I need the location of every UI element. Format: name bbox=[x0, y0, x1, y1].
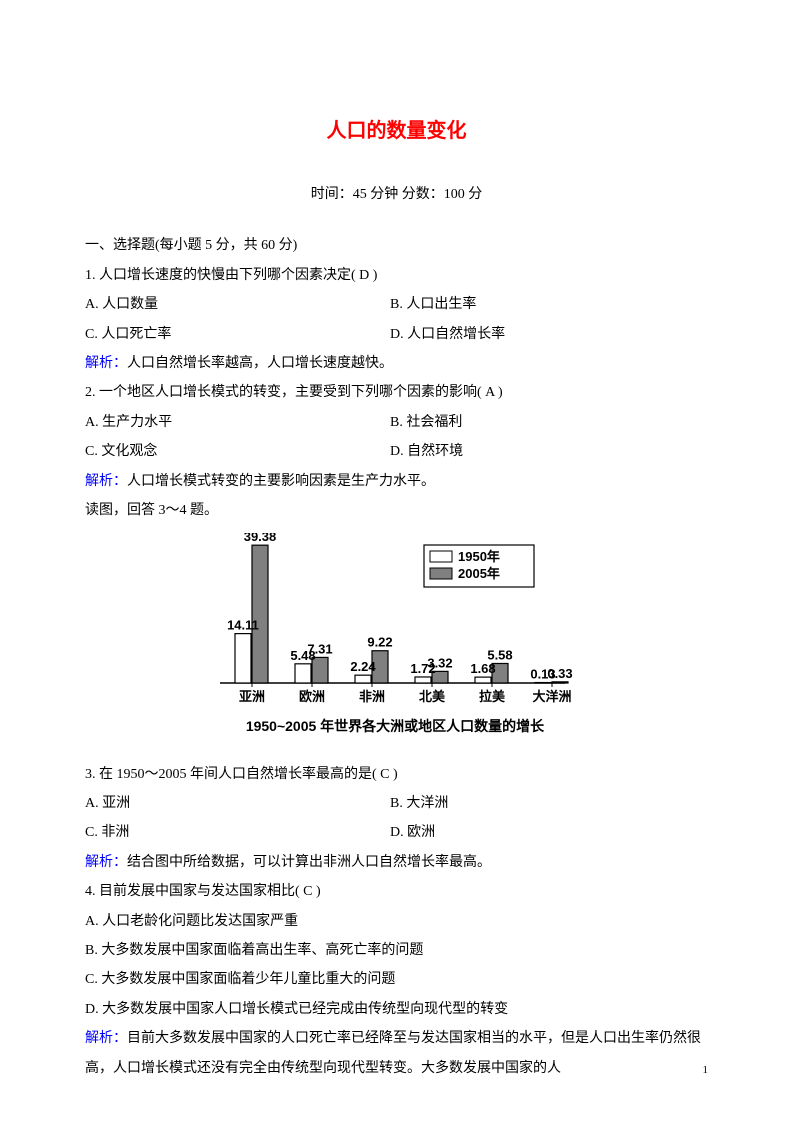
q3-stem: 3. 在 1950～2005 年间人口自然增长率最高的是( C ) bbox=[85, 760, 708, 789]
svg-text:大洋洲: 大洋洲 bbox=[532, 689, 571, 704]
svg-text:0.33: 0.33 bbox=[547, 666, 572, 681]
bar-chart-svg: 14.1139.38亚洲5.487.31欧洲2.249.22非洲1.723.32… bbox=[205, 533, 585, 708]
page-number: 1 bbox=[703, 1059, 709, 1082]
q3-options-row2: C. 非洲 D. 欧洲 bbox=[85, 818, 708, 847]
svg-text:亚洲: 亚洲 bbox=[239, 689, 265, 704]
q2-options-row2: C. 文化观念 D. 自然环境 bbox=[85, 437, 708, 466]
svg-text:9.22: 9.22 bbox=[367, 635, 392, 650]
svg-text:39.38: 39.38 bbox=[244, 533, 277, 544]
q1-options-row2: C. 人口死亡率 D. 人口自然增长率 bbox=[85, 320, 708, 349]
exam-info: 时间：45 分钟 分数：100 分 bbox=[85, 180, 708, 209]
q1-analysis: 解析：人口自然增长率越高，人口增长速度越快。 bbox=[85, 349, 708, 378]
q1-option-a: A. 人口数量 bbox=[85, 290, 390, 319]
q3-analysis: 解析：结合图中所给数据，可以计算出非洲人口自然增长率最高。 bbox=[85, 848, 708, 877]
svg-text:7.31: 7.31 bbox=[307, 642, 332, 657]
svg-text:3.32: 3.32 bbox=[427, 656, 452, 671]
page-title: 人口的数量变化 bbox=[85, 110, 708, 152]
analysis-label: 解析： bbox=[85, 356, 127, 371]
q2-option-a: A. 生产力水平 bbox=[85, 408, 390, 437]
svg-text:14.11: 14.11 bbox=[227, 618, 259, 633]
svg-text:1.68: 1.68 bbox=[470, 661, 495, 676]
q4-stem: 4. 目前发展中国家与发达国家相比( C ) bbox=[85, 877, 708, 906]
svg-text:北美: 北美 bbox=[419, 689, 446, 704]
svg-text:2.24: 2.24 bbox=[350, 659, 376, 674]
q4-option-b: B. 大多数发展中国家面临着高出生率、高死亡率的问题 bbox=[85, 936, 708, 965]
q3-option-b: B. 大洋洲 bbox=[390, 789, 708, 818]
analysis-label: 解析： bbox=[85, 1031, 127, 1046]
read-instruction: 读图，回答 3～4 题。 bbox=[85, 496, 708, 525]
q4-analysis: 解析：目前大多数发展中国家的人口死亡率已经降至与发达国家相当的水平，但是人口出生… bbox=[85, 1024, 708, 1083]
svg-text:拉美: 拉美 bbox=[479, 689, 506, 704]
q4-option-c: C. 大多数发展中国家面临着少年儿童比重大的问题 bbox=[85, 965, 708, 994]
population-chart: 14.1139.38亚洲5.487.31欧洲2.249.22非洲1.723.32… bbox=[205, 533, 585, 741]
q2-options-row1: A. 生产力水平 B. 社会福利 bbox=[85, 408, 708, 437]
analysis-label: 解析： bbox=[85, 855, 127, 870]
q3-option-d: D. 欧洲 bbox=[390, 818, 708, 847]
q1-options-row1: A. 人口数量 B. 人口出生率 bbox=[85, 290, 708, 319]
q2-option-d: D. 自然环境 bbox=[390, 437, 708, 466]
q2-analysis-text: 人口增长模式转变的主要影响因素是生产力水平。 bbox=[127, 474, 435, 489]
section-heading: 一、选择题(每小题 5 分，共 60 分) bbox=[85, 231, 708, 260]
svg-text:1950年: 1950年 bbox=[458, 549, 500, 564]
q4-analysis-text: 目前大多数发展中国家的人口死亡率已经降至与发达国家相当的水平，但是人口出生率仍然… bbox=[85, 1031, 701, 1075]
svg-text:5.58: 5.58 bbox=[487, 648, 512, 663]
q4-option-a: A. 人口老龄化问题比发达国家严重 bbox=[85, 907, 708, 936]
q3-analysis-text: 结合图中所给数据，可以计算出非洲人口自然增长率最高。 bbox=[127, 855, 491, 870]
q2-option-b: B. 社会福利 bbox=[390, 408, 708, 437]
q1-option-c: C. 人口死亡率 bbox=[85, 320, 390, 349]
svg-text:非洲: 非洲 bbox=[359, 689, 385, 704]
analysis-label: 解析： bbox=[85, 474, 127, 489]
q3-option-c: C. 非洲 bbox=[85, 818, 390, 847]
q1-option-d: D. 人口自然增长率 bbox=[390, 320, 708, 349]
chart-caption: 1950~2005 年世界各大洲或地区人口数量的增长 bbox=[205, 712, 585, 741]
q2-analysis: 解析：人口增长模式转变的主要影响因素是生产力水平。 bbox=[85, 467, 708, 496]
q4-option-d: D. 大多数发展中国家人口增长模式已经完成由传统型向现代型的转变 bbox=[85, 995, 708, 1024]
q1-option-b: B. 人口出生率 bbox=[390, 290, 708, 319]
q1-analysis-text: 人口自然增长率越高，人口增长速度越快。 bbox=[127, 356, 393, 371]
svg-text:2005年: 2005年 bbox=[458, 566, 500, 581]
q3-option-a: A. 亚洲 bbox=[85, 789, 390, 818]
q1-stem: 1. 人口增长速度的快慢由下列哪个因素决定( D ) bbox=[85, 261, 708, 290]
q2-stem: 2. 一个地区人口增长模式的转变，主要受到下列哪个因素的影响( A ) bbox=[85, 378, 708, 407]
q3-options-row1: A. 亚洲 B. 大洋洲 bbox=[85, 789, 708, 818]
svg-text:欧洲: 欧洲 bbox=[299, 689, 325, 704]
q2-option-c: C. 文化观念 bbox=[85, 437, 390, 466]
